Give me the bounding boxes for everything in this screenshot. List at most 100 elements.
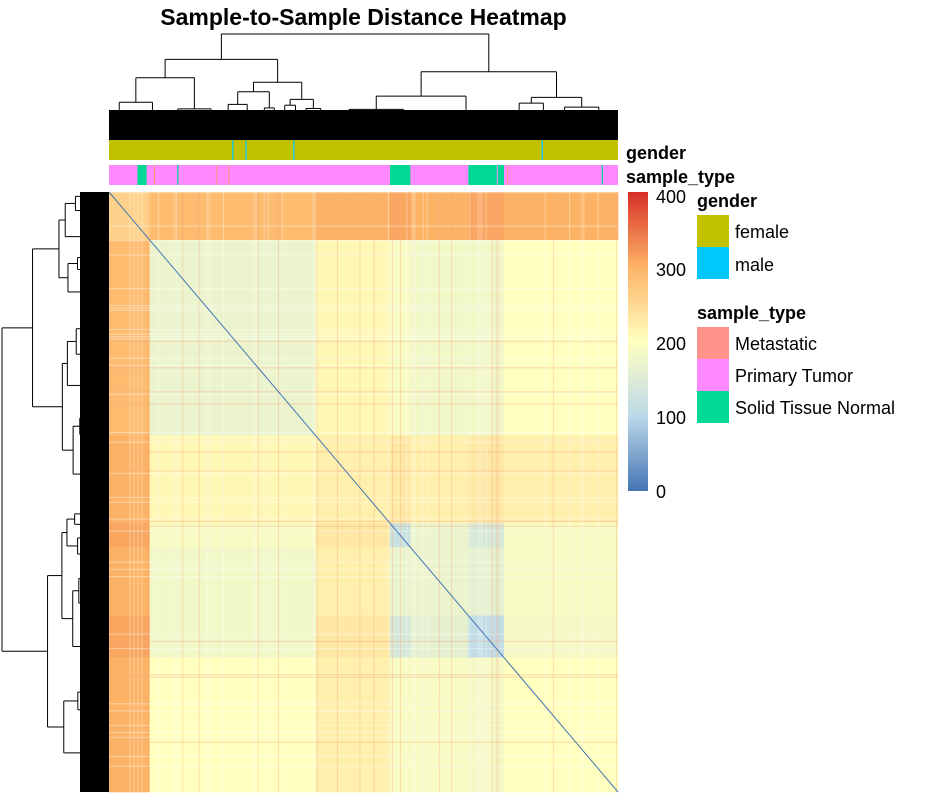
heatmap-streak: [485, 192, 487, 792]
heatmap-streak: [257, 192, 259, 792]
heatmap-streak: [109, 472, 618, 474]
sample-type-annotation-bar: [109, 165, 618, 185]
heatmap-streak: [615, 192, 617, 792]
heatmap-cell: [109, 240, 151, 436]
heatmap-streak: [337, 192, 339, 792]
sample-type-segment: [109, 165, 618, 185]
heatmap-streak: [412, 192, 414, 792]
gender-segment: [232, 140, 234, 160]
heatmap-streak: [477, 192, 479, 792]
colorbar-tick: 0: [656, 482, 667, 502]
dendrogram-leaves: [109, 110, 618, 140]
heatmap-streak: [208, 192, 210, 792]
heatmap-cell: [149, 435, 316, 524]
heatmap-streak: [569, 192, 571, 792]
heatmap-streak: [583, 192, 585, 792]
heatmap-cell: [109, 523, 151, 548]
heatmap-streak: [109, 470, 618, 472]
heatmap-streak: [109, 501, 618, 503]
heatmap-streak: [109, 288, 618, 290]
heatmap-cell: [468, 547, 505, 616]
sample-type-segment: [228, 165, 230, 185]
heatmap-cell: [315, 547, 391, 616]
heatmap-cell: [389, 657, 411, 793]
heatmap-cell: [109, 657, 151, 793]
heatmap-streak: [141, 192, 143, 792]
heatmap-streak: [109, 530, 618, 532]
heatmap-streak: [422, 192, 424, 792]
heatmap-streak: [544, 192, 546, 792]
heatmap-streak: [223, 192, 225, 792]
heatmap-streak: [182, 192, 184, 792]
heatmap-streak: [109, 736, 618, 738]
heatmap-cell: [389, 547, 411, 616]
heatmap-cell: [149, 615, 316, 658]
heatmap-streak: [479, 192, 481, 792]
heatmap-streak: [137, 192, 139, 792]
heatmap-cell: [315, 240, 391, 436]
heatmap-streak: [109, 703, 618, 705]
heatmap-cell: [149, 657, 316, 793]
legend-sample-type-title: sample_type: [697, 303, 807, 323]
heatmap-streak: [174, 192, 176, 792]
heatmap-streak: [206, 192, 208, 792]
legend-swatch-female: [697, 215, 729, 247]
heatmap-cell: [109, 615, 151, 658]
heatmap-streak: [491, 192, 493, 792]
heatmap-streak: [157, 192, 159, 792]
heatmap-cell: [410, 192, 469, 241]
heatmap-cell: [410, 523, 469, 548]
heatmap-streak: [109, 328, 618, 330]
heatmap-streak: [109, 496, 618, 498]
sample-type-segment: [601, 165, 603, 185]
heatmap-streak: [109, 367, 618, 369]
heatmap-streak: [109, 674, 618, 676]
heatmap-streak: [109, 225, 618, 227]
legend-label-female: female: [735, 222, 790, 242]
heatmap-cell: [149, 547, 316, 616]
legend-swatch-metastatic: [697, 327, 729, 359]
heatmap-cell: [315, 657, 391, 793]
heatmap-streak: [109, 192, 618, 194]
gender-segment: [541, 140, 543, 160]
heatmap-cell: [109, 435, 151, 524]
sample-type-segment: [507, 165, 509, 185]
heatmap-streak: [109, 357, 618, 359]
sample-type-segment: [153, 165, 155, 185]
heatmap-streak: [109, 765, 618, 767]
heatmap-cell: [503, 547, 619, 616]
heatmap-cell: [389, 615, 411, 658]
heatmap-streak: [109, 304, 618, 306]
heatmap-streak: [109, 710, 618, 712]
heatmap-streak: [109, 338, 618, 340]
heatmap-cell: [109, 547, 151, 616]
heatmap-streak: [109, 648, 618, 650]
heatmap-streak: [109, 518, 618, 520]
heatmap-cell: [410, 615, 469, 658]
legend-label-metastatic: Metastatic: [735, 334, 818, 354]
heatmap-streak: [109, 741, 618, 743]
heatmap-cell: [149, 192, 316, 241]
sample-type-segment: [389, 165, 411, 185]
heatmap-streak: [109, 393, 618, 395]
legend-gender-title: gender: [697, 191, 758, 211]
heatmap-streak: [109, 576, 618, 578]
heatmap-streak: [581, 192, 583, 792]
column-dendrogram: [109, 33, 618, 140]
sample-type-annotation-label: sample_type: [626, 167, 736, 187]
chart-title: Sample-to-Sample Distance Heatmap: [160, 4, 567, 30]
heatmap-streak: [109, 333, 618, 335]
heatmap-cell: [410, 657, 469, 793]
heatmap-streak: [109, 309, 618, 311]
heatmap-streak: [597, 192, 599, 792]
heatmap-streak: [312, 192, 314, 792]
heatmap-streak: [469, 192, 471, 792]
heatmap-cell: [503, 523, 619, 548]
heatmap-streak: [109, 240, 618, 242]
heatmap-cell: [149, 523, 316, 548]
gender-segment: [109, 140, 618, 160]
heatmap-streak: [109, 336, 618, 338]
heatmap-streak: [109, 561, 618, 563]
heatmap-cell: [410, 240, 469, 436]
